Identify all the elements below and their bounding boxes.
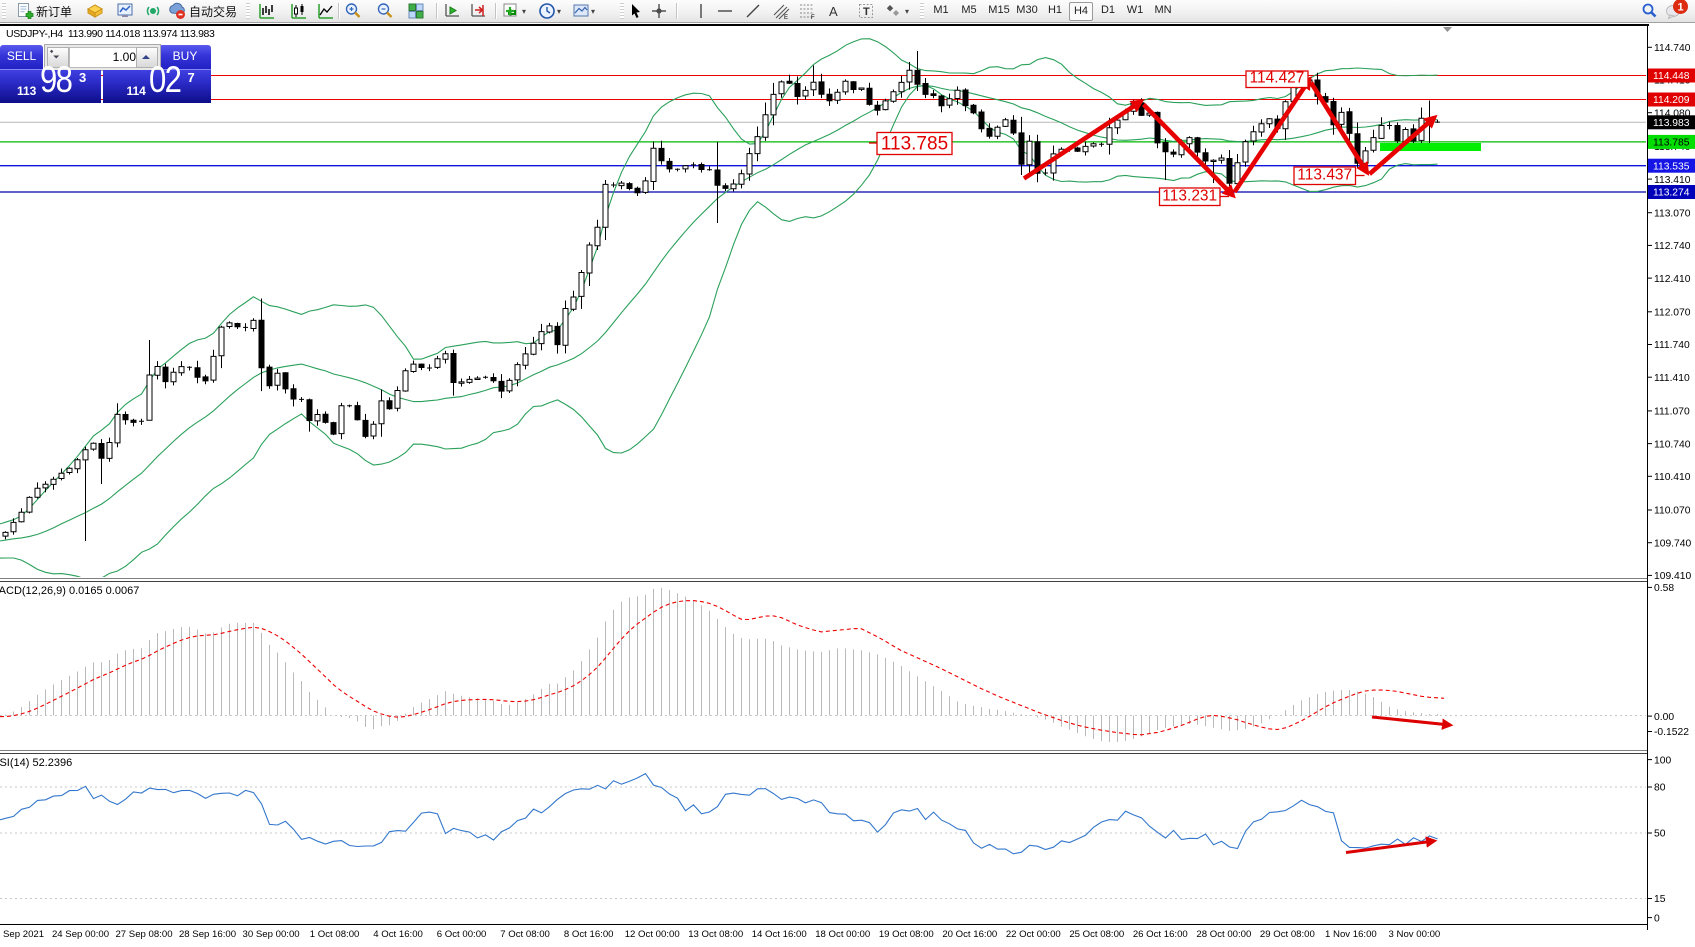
svg-text:6 Oct 00:00: 6 Oct 00:00	[437, 929, 487, 940]
svg-text:114.080: 114.080	[1654, 108, 1691, 119]
svg-text:114.427: 114.427	[1250, 70, 1305, 87]
svg-text:109.740: 109.740	[1654, 538, 1691, 549]
svg-text:28 Sep 16:00: 28 Sep 16:00	[179, 929, 236, 940]
svg-text:113.070: 113.070	[1654, 208, 1691, 219]
svg-text:30 Sep 00:00: 30 Sep 00:00	[243, 929, 300, 940]
svg-text:27 Sep 08:00: 27 Sep 08:00	[115, 929, 172, 940]
svg-text:18 Oct 00:00: 18 Oct 00:00	[815, 929, 870, 940]
svg-text:8 Oct 16:00: 8 Oct 16:00	[564, 929, 614, 940]
svg-text:111.740: 111.740	[1654, 340, 1690, 351]
svg-text:22 Oct 00:00: 22 Oct 00:00	[1006, 929, 1061, 940]
svg-text:4 Oct 16:00: 4 Oct 16:00	[373, 929, 423, 940]
svg-text:0: 0	[1654, 913, 1660, 924]
svg-text:109.410: 109.410	[1654, 571, 1691, 582]
svg-text:113.274: 113.274	[1653, 188, 1690, 199]
svg-text:14 Oct 16:00: 14 Oct 16:00	[752, 929, 807, 940]
svg-text:113.535: 113.535	[1653, 161, 1690, 172]
svg-text:110.740: 110.740	[1654, 439, 1691, 450]
svg-text:E: E	[784, 15, 788, 20]
svg-text:114.740: 114.740	[1654, 43, 1691, 54]
svg-text:111.070: 111.070	[1654, 407, 1690, 418]
svg-text:50: 50	[1654, 829, 1666, 840]
svg-text:29 Oct 08:00: 29 Oct 08:00	[1260, 929, 1315, 940]
svg-text:80: 80	[1654, 783, 1666, 794]
svg-text:-0.1522: -0.1522	[1654, 727, 1689, 738]
svg-text:111.410: 111.410	[1654, 373, 1690, 384]
svg-text:Sep 2021: Sep 2021	[3, 929, 44, 940]
svg-text:7 Oct 08:00: 7 Oct 08:00	[500, 929, 550, 940]
svg-text:19 Oct 08:00: 19 Oct 08:00	[879, 929, 934, 940]
svg-text:T: T	[863, 6, 870, 18]
svg-text:113.785: 113.785	[881, 134, 948, 155]
svg-text:100: 100	[1654, 755, 1671, 766]
svg-text:RSI(14) 52.2396: RSI(14) 52.2396	[0, 757, 72, 769]
svg-text:MACD(12,26,9) 0.0165 0.0067: MACD(12,26,9) 0.0165 0.0067	[0, 585, 139, 597]
svg-text:113.231: 113.231	[1162, 188, 1217, 205]
svg-text:20 Oct 16:00: 20 Oct 16:00	[942, 929, 997, 940]
svg-text:12 Oct 00:00: 12 Oct 00:00	[625, 929, 680, 940]
svg-text:110.070: 110.070	[1654, 506, 1691, 517]
svg-text:28 Oct 00:00: 28 Oct 00:00	[1196, 929, 1251, 940]
svg-text:114.448: 114.448	[1653, 71, 1690, 82]
svg-text:1: 1	[1677, 2, 1683, 14]
svg-text:114.209: 114.209	[1653, 95, 1690, 106]
svg-text:113.983: 113.983	[1653, 118, 1690, 129]
svg-text:113.437: 113.437	[1297, 167, 1352, 184]
svg-text:13 Oct 08:00: 13 Oct 08:00	[688, 929, 743, 940]
svg-text:24 Sep 00:00: 24 Sep 00:00	[52, 929, 109, 940]
svg-text:3 Nov 00:00: 3 Nov 00:00	[1389, 929, 1441, 940]
svg-text:0.00: 0.00	[1654, 712, 1674, 723]
svg-text:F: F	[811, 15, 815, 20]
svg-text:15: 15	[1654, 894, 1666, 905]
svg-text:112.070: 112.070	[1654, 308, 1691, 319]
svg-text:113.410: 113.410	[1654, 175, 1691, 186]
svg-text:112.410: 112.410	[1654, 274, 1691, 285]
svg-text:0.58: 0.58	[1654, 583, 1674, 594]
svg-text:110.410: 110.410	[1654, 472, 1691, 483]
svg-text:113.785: 113.785	[1653, 138, 1690, 149]
svg-text:1 Oct 08:00: 1 Oct 08:00	[310, 929, 360, 940]
svg-text:112.740: 112.740	[1654, 241, 1691, 252]
svg-text:1 Nov 16:00: 1 Nov 16:00	[1325, 929, 1377, 940]
svg-text:25 Oct 08:00: 25 Oct 08:00	[1069, 929, 1124, 940]
svg-text:26 Oct 16:00: 26 Oct 16:00	[1133, 929, 1188, 940]
